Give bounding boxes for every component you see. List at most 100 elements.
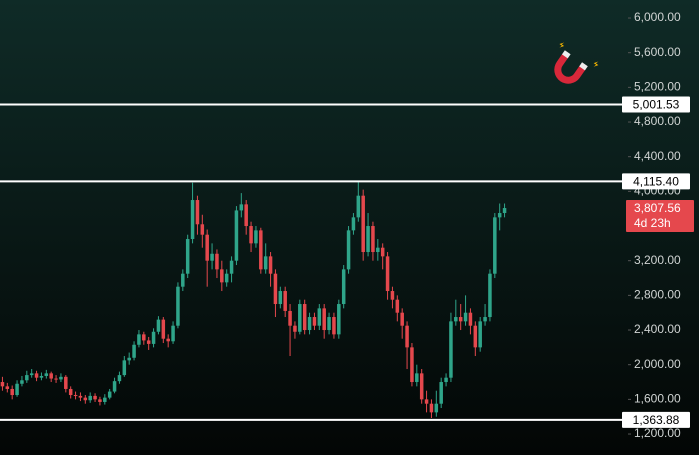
candle-body [439,382,443,404]
countdown-label: 4d 23h [634,216,671,230]
magnet-icon[interactable] [542,37,600,93]
candle-body [254,230,258,244]
candle-body [132,344,136,358]
candle-body [190,200,195,240]
candle-body [346,230,351,270]
candle-body [273,273,278,305]
price-label-box [626,200,694,233]
candle-body [215,253,219,270]
candle-body [122,360,127,376]
candle-body [483,317,487,322]
candle-body [493,217,497,274]
candle-body [434,403,439,413]
y-tick-label: 4,400.00 [634,149,681,163]
y-tick-label: 2,800.00 [634,288,681,302]
candle-body [73,395,78,397]
candle-body [458,317,463,322]
candle-body [449,321,453,378]
candle-body [83,397,88,401]
candle-body [146,340,151,344]
candle-body [488,273,492,318]
candle-body [361,195,365,253]
candle-body [68,388,73,396]
candle-body [15,383,19,396]
candle-body [366,226,370,253]
candle-body [371,226,375,253]
candle-body [205,234,209,261]
candle-body [312,317,317,326]
candle-body [137,334,141,345]
candle-body [419,373,424,400]
candle-body [224,273,229,283]
candle-body [249,226,253,244]
candle-body [151,331,156,344]
y-tick-label: 1,200.00 [634,426,681,440]
price-label: 3,807.56 [634,201,681,215]
candle-body [195,200,200,225]
candle-body [259,230,263,270]
candle-body [454,317,458,322]
candle-body [497,213,502,218]
candle-body [356,195,361,218]
candle-body [337,304,341,335]
candle-body [478,321,482,348]
candle-body [166,338,170,342]
candle-body [327,317,331,331]
candle-body [502,208,507,214]
candle-body [98,399,102,402]
level-label-box [622,173,690,190]
candle-body [244,204,248,227]
candle-body [176,286,180,326]
candle-body [127,357,131,361]
candle-body [5,386,10,389]
candle-body [34,373,39,378]
candle-body [39,375,44,378]
candle-body [64,376,68,389]
candle-body [317,308,322,326]
candle-body [142,334,146,341]
candle-body [161,319,166,339]
candle-body [473,325,478,348]
candle-body [229,260,234,274]
candle-body [395,299,400,313]
candle-body [185,239,190,274]
level-label-box [622,96,690,113]
level-label: 5,001.53 [633,98,680,112]
candle-body [307,317,312,331]
candle-body [0,382,5,387]
y-tick-label: 1,600.00 [634,392,681,406]
candle-body [405,325,409,348]
y-tick-label: 2,400.00 [634,322,681,336]
candle-body [390,291,395,300]
candle-body [400,312,404,326]
candle-body [283,291,287,311]
candle-body [93,395,97,400]
candle-body [88,395,92,401]
candle-body [54,378,58,380]
level-label: 4,115.40 [633,175,679,189]
candle-body [424,399,429,404]
candle-body [322,308,326,331]
candle-body [263,256,268,270]
candle-body [117,375,122,382]
candle-body [288,310,292,326]
candle-body [29,373,34,376]
candle-body [78,395,83,398]
candle-body [302,304,307,331]
y-tick-label: 3,200.00 [634,253,681,267]
y-tick-label: 5,600.00 [634,45,681,59]
candle-body [200,224,205,235]
candle-body [44,373,49,376]
candle-body [415,373,419,383]
y-tick-label: 2,000.00 [634,357,681,371]
candle-body [171,325,175,342]
candle-body [59,376,63,380]
candle-body [385,256,390,292]
y-tick-label: 5,200.00 [634,80,681,94]
candle-body [10,388,14,396]
candle-body [112,381,117,392]
candle-body [468,312,473,326]
candle-body [234,210,239,261]
candle-body [351,217,356,231]
